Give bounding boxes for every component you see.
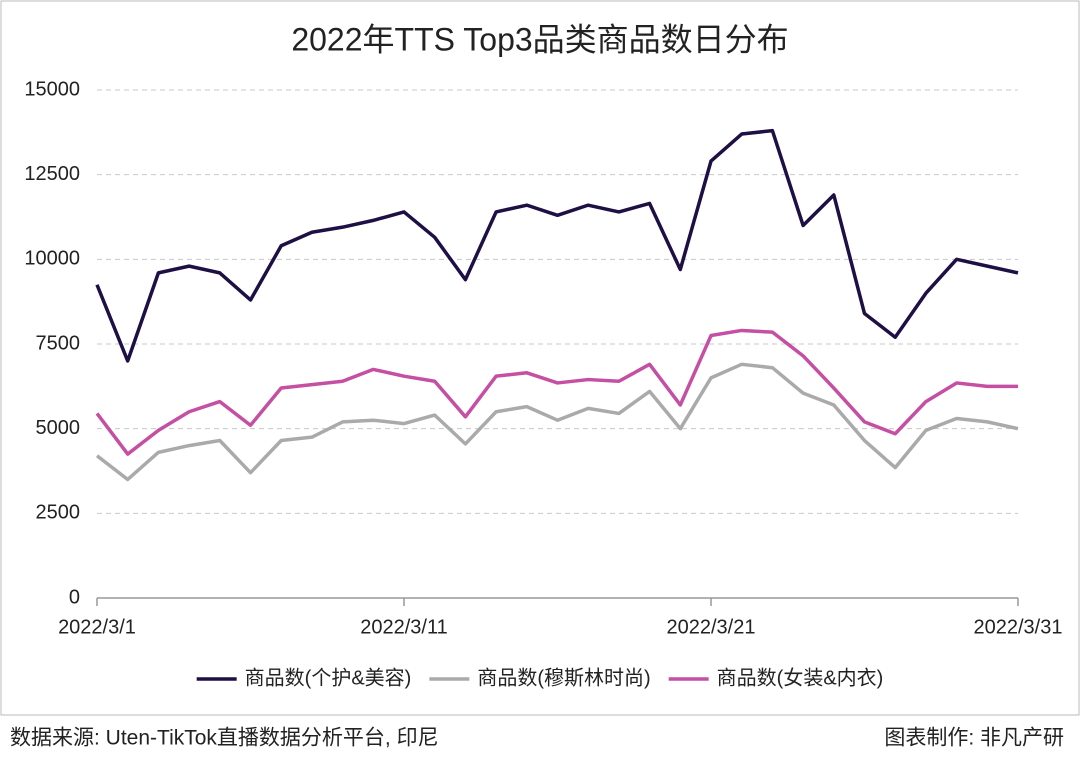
y-tick-label: 0 [69,586,80,608]
series-line [95,128,1019,363]
chart-title: 2022年TTS Top3品类商品数日分布 [291,21,788,57]
y-tick-label: 10000 [24,248,80,270]
y-tick-label: 2500 [36,502,81,524]
x-tick-label: 2022/3/1 [58,616,136,638]
legend-label: 商品数(女装&内衣) [717,666,884,689]
y-tick-label: 15000 [24,78,80,100]
series-line [95,328,1018,456]
chart-frame [0,0,1080,716]
legend-label: 商品数(穆斯林时尚) [477,666,650,689]
x-tick-label: 2022/3/21 [667,616,756,638]
legend-label: 商品数(个护&美容) [245,666,412,689]
x-tick-label: 2022/3/11 [360,616,448,638]
source-note: 数据来源: Uten-TikTok直播数据分析平台, 印尼 [10,727,439,750]
x-tick-label: 2022/3/31 [974,616,1063,638]
y-tick-label: 12500 [24,163,80,185]
y-tick-label: 7500 [36,332,81,354]
credit-note: 图表制作: 非凡产研 [884,727,1064,750]
series-line [95,362,1019,482]
y-tick-label: 5000 [36,417,81,439]
